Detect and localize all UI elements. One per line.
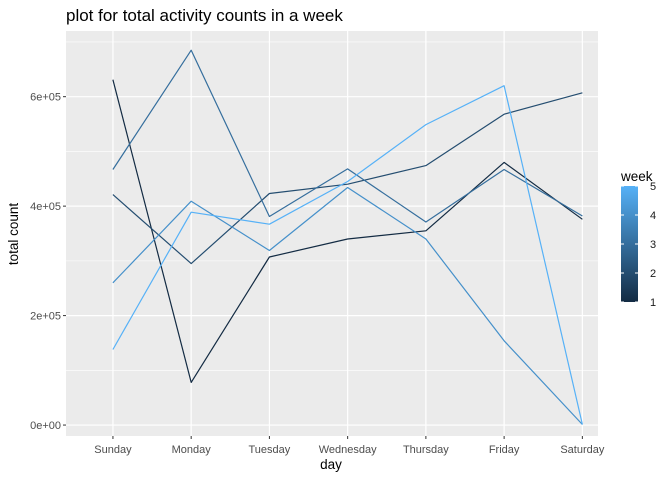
series-lines: [112, 49, 583, 425]
x-tick-label: Wednesday: [319, 444, 377, 456]
x-tick-label: Sunday: [94, 444, 132, 456]
legend-colorbar: [621, 186, 638, 302]
chart-title: plot for total activity counts in a week: [66, 6, 343, 25]
legend: week 1 2 3 4 5: [620, 169, 656, 309]
series-line-week-5: [112, 85, 583, 425]
legend-ticks: 1 2 3 4 5: [621, 181, 656, 309]
x-tick-label: Monday: [172, 444, 212, 456]
y-tick-label: 6e+05: [30, 92, 61, 104]
series-line-week-2: [112, 92, 583, 265]
major-gridlines: [66, 31, 598, 436]
series-line-week-4: [112, 186, 583, 425]
legend-tick-label: 1: [650, 297, 656, 309]
x-axis-title: day: [320, 457, 342, 472]
x-tick-label: Saturday: [560, 444, 605, 456]
series-line-week-3: [112, 49, 583, 223]
x-tick-label: Tuesday: [249, 444, 291, 456]
y-axis-ticks: 0e+00 2e+05 4e+05 6e+05: [30, 92, 66, 432]
x-tick-label: Thursday: [403, 444, 449, 456]
legend-tick-label: 2: [650, 268, 656, 280]
y-axis-title: total count: [6, 203, 21, 266]
legend-tick-label: 3: [650, 239, 656, 251]
series-line-week-1: [112, 79, 583, 383]
minor-gridlines: [66, 41, 598, 371]
y-tick-label: 4e+05: [30, 201, 61, 213]
legend-title: week: [620, 169, 653, 184]
y-tick-label: 0e+00: [30, 420, 61, 432]
x-axis-ticks: Sunday Monday Tuesday Wednesday Thursday Frid…: [94, 436, 605, 456]
plot-panel: [66, 31, 598, 436]
legend-tick-label: 5: [650, 181, 656, 193]
legend-tick-label: 4: [650, 210, 656, 222]
y-tick-label: 2e+05: [30, 311, 61, 323]
x-tick-label: Friday: [489, 444, 520, 456]
